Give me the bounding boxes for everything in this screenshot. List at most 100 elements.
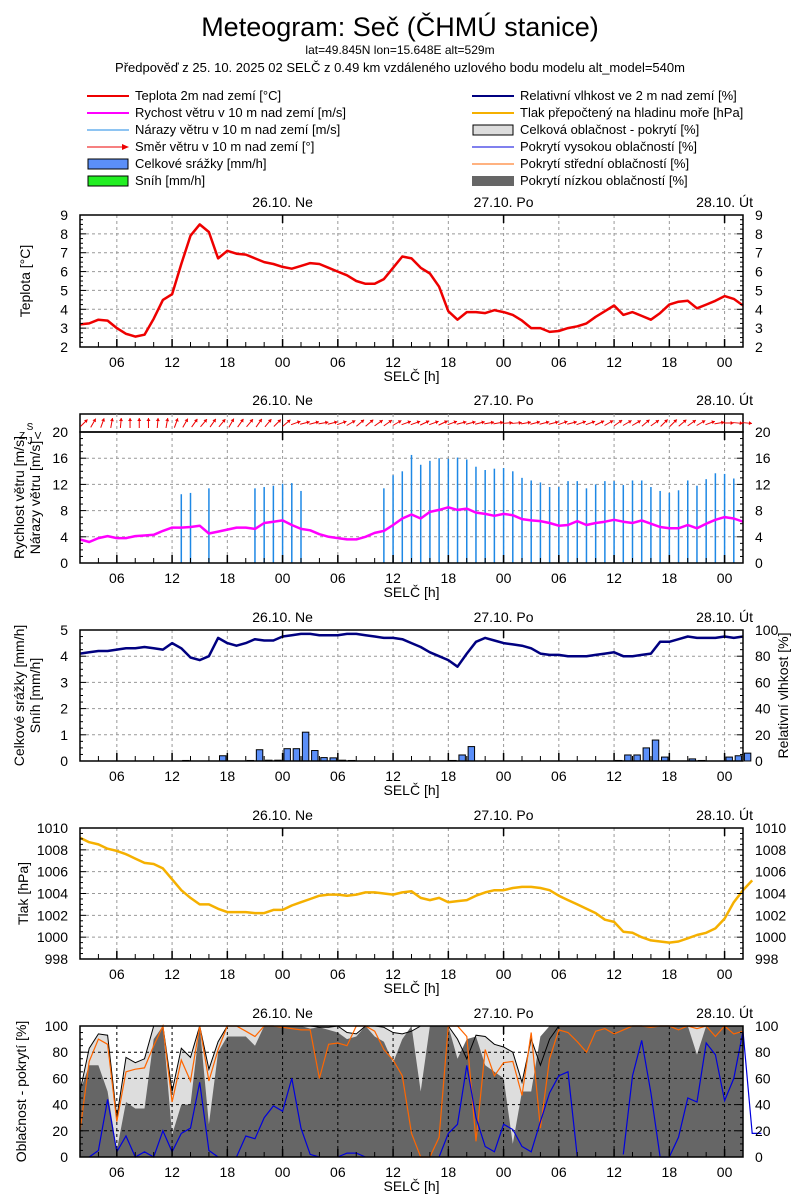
plot-frame [79,214,744,348]
page-title: Meteogram: Seč (ČHMÚ stanice) [201,12,599,42]
wind-arrow-icon [218,418,226,428]
wind-arrow-icon [429,420,439,426]
wind-arrow-icon [237,418,244,428]
wind-arrow-head [591,420,596,425]
panel-pressure: 998 998 1000 1000 1002 1002 1004 1004 1006 1006 10… [15,807,786,996]
wind-arrow-icon [678,419,687,427]
y-tick-label-right: 80 [755,648,771,664]
wind-arrow-icon [100,418,105,428]
legend-swatch-icon [472,173,514,189]
wind-arrow-icon [576,420,587,426]
location-info: lat=49.845N lon=15.648E alt=529m [305,43,495,57]
wind-arrow-head [203,419,207,423]
wind-arrow-head [137,418,142,421]
wind-arrow-head [564,420,568,425]
x-tick-label: 00 [496,354,512,370]
x-tick-label: 00 [717,966,733,982]
x-tick-label: 06 [551,966,567,982]
legend-label: Celková oblačnost - pokrytí [%] [520,122,700,137]
y-tick-label: 3 [60,320,68,336]
x-tick-label: 00 [275,1164,291,1180]
wind-arrow-head [739,421,743,426]
day-label: 26.10. Ne [252,392,313,408]
y-tick-label: 1010 [37,820,68,836]
wind-arrow-icon [687,419,697,427]
wind-arrow-head [545,420,550,425]
x-tick-label: 12 [385,768,401,784]
wind-arrow-icon [511,420,522,425]
legend-swatch-icon [87,156,129,172]
wind-arrow-head [664,419,668,423]
wind-arrow-head [481,420,485,425]
x-tick-label: 06 [109,768,125,784]
legend-label: Pokrytí vysokou oblačností [%] [520,139,698,154]
x-tick-label: 12 [606,570,622,586]
y-tick-label-right: 16 [755,450,771,466]
x-tick-label: 12 [385,570,401,586]
y-axis-label: Sníh [mm/h] [27,658,43,733]
y-tick-label: 100 [45,1018,69,1034]
x-tick-label: 12 [385,966,401,982]
y-tick-label-right: 0 [755,555,763,571]
y-tick-label-right: 12 [755,476,771,492]
wind-arrow-head [673,419,677,423]
wind-arrow-icon [155,417,160,429]
wind-arrow-head [343,420,347,425]
day-label: 27.10. Po [474,609,534,625]
precip-bar [743,752,752,762]
wind-arrow-head [351,420,356,424]
wind-arrow-icon [723,421,734,425]
y-tick-label: 8 [60,226,68,242]
y-tick-label: 9 [60,207,68,223]
wind-arrow-icon [631,420,642,426]
wind-arrow-icon [447,420,458,426]
legend-label: Rychost větru v 10 m nad zemí [m/s] [135,105,346,120]
wind-arrow-head [692,420,696,424]
day-label: 27.10. Po [474,392,534,408]
wind-arrow-head [306,420,310,425]
wind-arrow-icon [660,419,669,427]
wind-arrow-head [296,420,301,425]
wind-arrow-icon [705,420,716,426]
wind-arrow-icon [401,420,412,426]
x-tick-label: 12 [164,768,180,784]
x-tick-label: 12 [385,1164,401,1180]
y-tick-label: 20 [52,424,68,440]
legend: Teplota 2m nad zemí [°C] Rychost větru v … [0,88,800,188]
x-tick-label: 06 [551,1164,567,1180]
wind-arrow-icon [520,420,532,425]
wind-arrow-icon [557,420,568,426]
legend-item: Pokrytí střední oblačností [%] [472,156,792,172]
x-tick-label: 18 [220,966,236,982]
wind-arrow-head [101,418,105,422]
wind-arrow-icon [80,419,88,427]
forecast-info: Předpověď z 25. 10. 2025 02 SELČ z 0.49 … [115,60,685,75]
wind-arrow-icon [273,419,282,427]
x-tick-label: 00 [717,768,733,784]
day-label: 26.10. Ne [252,609,313,625]
wind-arrow-head [388,420,392,424]
legend-item: Relativní vlhkost ve 2 m nad zemí [%] [472,88,792,104]
y-tick-label-right: 1010 [755,820,786,836]
wind-arrow-head [286,419,291,424]
y-tick-label: 1004 [37,886,68,902]
wind-arrow-head [682,419,687,424]
x-tick-label: 18 [220,354,236,370]
y-axis-label: Tlak [hPa] [15,862,31,925]
wind-arrow-icon [264,418,272,428]
y-tick-label-right: 3 [755,320,763,336]
y-tick-label-right: 1004 [755,886,786,902]
plot-frame [79,629,744,762]
y-tick-label-right: 6 [755,264,763,280]
y-tick-label: 4 [60,648,68,664]
y-tick-label-right: 8 [755,226,763,242]
wind-arrow-head [184,418,189,423]
wind-arrow-head [267,419,272,423]
wind-arrow-icon [465,420,476,425]
legend-label: Nárazy větru v 10 m nad zemí [m/s] [135,122,341,137]
y-tick-label-right: 4 [755,301,763,317]
legend-label: Teplota 2m nad zemí [°C] [135,88,282,103]
y-tick-label: 1002 [37,907,68,923]
wind-arrow-head [748,421,752,426]
